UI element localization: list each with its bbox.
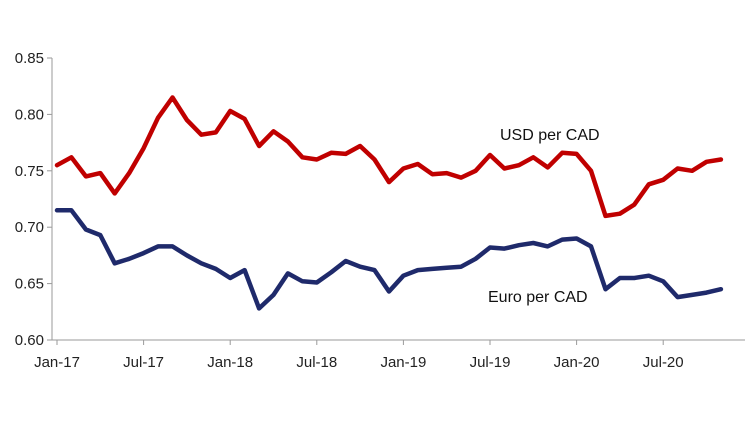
x-tick-label: Jul-18 [296, 354, 337, 371]
x-tick-label: Jan-19 [380, 354, 426, 371]
series-label-layer: USD per CAD Euro per CAD [488, 127, 600, 306]
x-tick-label: Jul-17 [123, 354, 164, 371]
y-axis: 0.60 0.65 0.70 0.75 0.80 0.85 [15, 50, 53, 349]
series-label-euro-per-cad: Euro per CAD [488, 289, 588, 306]
y-tick-label: 0.60 [15, 332, 44, 349]
x-tick-label: Jan-20 [554, 354, 600, 371]
series-line-euro-per-cad [54, 208, 724, 311]
x-tick-label: Jul-19 [470, 354, 511, 371]
y-tick-label: 0.75 [15, 163, 44, 180]
y-tick-label: 0.80 [15, 106, 44, 123]
series-layer [54, 95, 724, 311]
series-label-usd-per-cad: USD per CAD [500, 127, 600, 144]
x-tick-label: Jan-18 [207, 354, 253, 371]
y-tick-label: 0.65 [15, 276, 44, 293]
y-tick-label: 0.70 [15, 219, 44, 236]
x-axis: Jan-17 Jul-17 Jan-18 Jul-18 Jan-19 Jul-19 Jan-… [34, 339, 745, 371]
y-tick-label: 0.85 [15, 50, 44, 67]
x-tick-label: Jan-17 [34, 354, 80, 371]
x-tick-label: Jul-20 [643, 354, 684, 371]
series-line-usd-per-cad [54, 95, 724, 219]
